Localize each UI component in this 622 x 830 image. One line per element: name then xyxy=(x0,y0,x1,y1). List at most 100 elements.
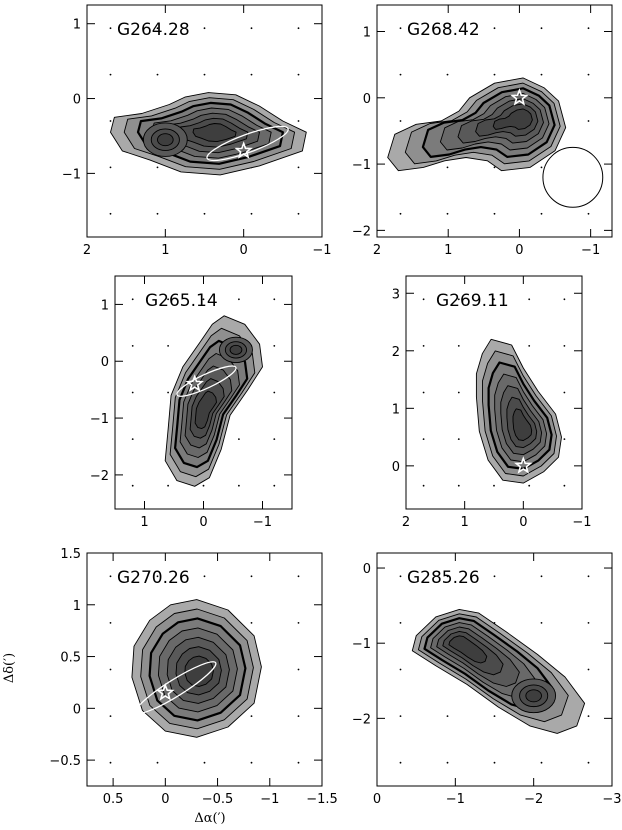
grid-dot xyxy=(493,166,496,169)
y-tick-label: 0 xyxy=(73,702,81,717)
star-marker xyxy=(510,88,529,106)
y-tick-label: 1.5 xyxy=(60,547,81,562)
grid-dot xyxy=(446,27,449,30)
grid-dot xyxy=(203,575,206,578)
grid-dot xyxy=(273,298,276,301)
grid-dot xyxy=(422,345,425,347)
grid-dot xyxy=(250,212,253,215)
grid-dot xyxy=(422,438,425,440)
x-tick-label: 2 xyxy=(373,243,381,258)
grid-dot xyxy=(399,27,402,30)
contour-peak xyxy=(229,344,243,355)
y-tick-label: −1 xyxy=(62,167,81,182)
x-tick-label: −1 xyxy=(572,515,591,530)
error-ellipse xyxy=(206,125,289,162)
panel-G285.26: 0 −1 −2 −3 0 −1 −2 G285.26 xyxy=(352,552,622,807)
grid-dot xyxy=(540,73,543,76)
star-marker xyxy=(156,683,175,701)
y-tick-label: 0 xyxy=(101,355,109,370)
grid-dot xyxy=(587,27,590,30)
grid-dot xyxy=(399,212,402,215)
grid-dot xyxy=(156,761,159,764)
error-ellipse xyxy=(176,365,237,397)
grid-dot xyxy=(587,622,590,624)
y-tick-label: 0 xyxy=(363,562,371,577)
grid-dot xyxy=(250,761,253,764)
grid-dot xyxy=(131,391,134,394)
grid-dot xyxy=(273,345,276,347)
x-tick-label: 0 xyxy=(373,792,381,807)
contour-level-7 xyxy=(194,390,217,430)
panel-title: G285.26 xyxy=(407,568,480,588)
grid-dot xyxy=(156,575,159,578)
grid-dot xyxy=(446,166,449,169)
x-tick-label: 2 xyxy=(83,243,91,258)
y-tick-label: 0 xyxy=(392,460,400,475)
y-tick-label: 1 xyxy=(73,599,81,614)
beam-circle xyxy=(542,146,604,208)
grid-dot xyxy=(167,391,170,394)
grid-dot xyxy=(399,715,402,717)
grid-dot xyxy=(422,298,425,301)
y-tick-label: 1 xyxy=(73,18,81,33)
grid-dot xyxy=(203,27,206,30)
grid-dot xyxy=(297,575,300,578)
grid-dot xyxy=(540,166,543,169)
grid-dot xyxy=(540,27,543,30)
grid-dot xyxy=(587,668,590,671)
panel-G269.11: 2 1 0 −1 3 2 1 0 G269.11 xyxy=(392,275,592,530)
grid-dot xyxy=(297,166,300,169)
x-tick-label: 0.5 xyxy=(103,792,124,807)
grid-dot xyxy=(203,73,206,76)
grid-dot xyxy=(563,391,566,394)
y-axis-title: Δδ(′) xyxy=(2,653,17,683)
panel-title: G264.28 xyxy=(117,20,190,40)
star-marker xyxy=(234,141,253,159)
grid-dot xyxy=(203,212,206,215)
grid-dot xyxy=(297,120,300,122)
grid-dot xyxy=(250,27,253,30)
panel-G264.28: 2 1 0 −1 1 0 −1 G264.28 xyxy=(62,4,332,258)
grid-dot xyxy=(587,212,590,215)
grid-dot xyxy=(250,622,253,624)
grid-dot xyxy=(540,575,543,578)
grid-dot xyxy=(563,438,566,440)
x-tick-label: 1 xyxy=(140,515,148,530)
x-tick-label: −1 xyxy=(260,792,279,807)
y-tick-label: 1 xyxy=(101,298,109,313)
grid-dot xyxy=(297,622,300,624)
grid-dot xyxy=(563,345,566,347)
grid-dot xyxy=(399,120,402,122)
y-tick-label: 0 xyxy=(363,92,371,107)
grid-dot xyxy=(297,761,300,764)
grid-dot xyxy=(446,575,449,578)
grid-dot xyxy=(238,298,240,301)
panel-frame xyxy=(86,4,323,238)
grid-dot xyxy=(446,73,449,76)
y-tick-label: −1 xyxy=(90,412,109,427)
x-axis-title: Δα(′) xyxy=(194,811,225,826)
grid-dot xyxy=(422,484,425,487)
grid-dot xyxy=(109,27,112,30)
contour-peak xyxy=(525,689,542,703)
grid-dot xyxy=(109,73,112,76)
panel-G270.26: 0.5 0 −0.5 −1 −1.5 1.5 1 0.5 0 −0.5 G270.26 xyxy=(49,547,337,807)
grid-dot xyxy=(399,622,402,624)
grid-dot xyxy=(297,668,300,671)
grid-dot xyxy=(131,484,134,487)
grid-dot xyxy=(528,298,531,301)
grid-dot xyxy=(399,761,402,764)
grid-dot xyxy=(446,715,449,717)
y-tick-label: 1 xyxy=(392,402,400,417)
panel-frame xyxy=(86,552,323,787)
star-marker xyxy=(185,374,204,392)
grid-dot xyxy=(109,212,112,215)
x-tick-label: −1 xyxy=(446,792,465,807)
grid-dot xyxy=(109,120,112,122)
x-tick-label: −1 xyxy=(581,243,600,258)
grid-dot xyxy=(457,484,460,487)
grid-dot xyxy=(422,391,425,394)
x-tick-label: −1 xyxy=(312,243,331,258)
contour-level-7 xyxy=(448,635,488,664)
